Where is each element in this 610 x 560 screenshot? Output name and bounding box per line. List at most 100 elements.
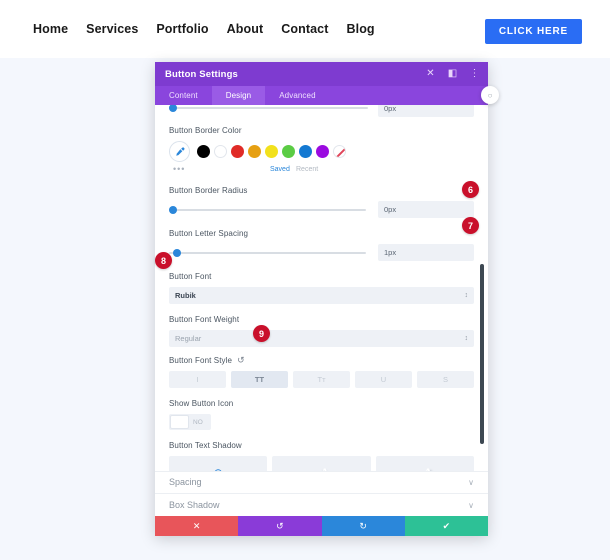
show-button-icon-toggle[interactable]: NO: [169, 414, 211, 430]
undo-button[interactable]: ↺: [238, 516, 322, 536]
font-style-uppercase-button[interactable]: TT: [231, 371, 288, 388]
font-style-strikethrough-button[interactable]: S: [417, 371, 474, 388]
no-shadow-icon: ⊘: [213, 467, 223, 471]
button-font-style-label-row: Button Font Style ↺: [169, 355, 474, 366]
more-colors-icon[interactable]: •••: [173, 164, 186, 174]
font-style-underline-button[interactable]: U: [355, 371, 412, 388]
saved-colors-tab[interactable]: Saved: [270, 165, 290, 173]
modal-scrollbar-track[interactable]: [480, 105, 486, 471]
modal-scrollbar-thumb[interactable]: [480, 264, 484, 444]
font-style-italic-button[interactable]: I: [169, 371, 226, 388]
tab-content[interactable]: Content: [169, 91, 198, 100]
swatch-none[interactable]: [333, 145, 346, 158]
button-font-style-label: Button Font Style: [169, 356, 233, 365]
save-button[interactable]: ✔: [404, 516, 488, 536]
swatch-orange[interactable]: [248, 145, 261, 158]
letter-spacing-label: Button Letter Spacing: [169, 229, 249, 238]
button-font-label: Button Font: [169, 272, 212, 281]
nav-item-contact[interactable]: Contact: [281, 22, 329, 36]
swatch-black[interactable]: [197, 145, 210, 158]
accordion-box-shadow-label: Box Shadow: [169, 500, 220, 511]
nav-item-home[interactable]: Home: [33, 22, 69, 36]
nav-item-about[interactable]: About: [226, 22, 264, 36]
modal-edge-round-button[interactable]: ○: [481, 86, 499, 104]
partial-slider-row: 0px: [169, 105, 474, 117]
annotation-badge-9: 9: [253, 325, 270, 342]
more-options-icon[interactable]: ⋮: [469, 68, 480, 79]
button-font-value: Rubik: [175, 291, 196, 300]
reset-icon[interactable]: ↺: [237, 355, 245, 365]
partial-slider[interactable]: [169, 105, 368, 113]
cancel-button[interactable]: ✕: [155, 516, 239, 536]
letter-spacing-value[interactable]: 1px: [378, 244, 474, 261]
chevron-updown-icon: ↕: [464, 335, 469, 342]
swatch-meta-row: ••• Saved Recent: [169, 163, 474, 175]
button-font-select[interactable]: Rubik ↕: [169, 287, 474, 304]
chevron-updown-icon: ↕: [464, 292, 469, 299]
button-font-style-row: I TT Tᴛ U S: [169, 371, 474, 388]
font-style-small-caps-button[interactable]: Tᴛ: [293, 371, 350, 388]
swatch-green[interactable]: [282, 145, 295, 158]
button-font-weight-select[interactable]: Regular ↕: [169, 330, 474, 347]
tab-advanced[interactable]: Advanced: [279, 91, 316, 100]
accordion-spacing-label: Spacing: [169, 477, 202, 488]
chevron-down-icon: ∨: [468, 477, 474, 487]
nav-item-services[interactable]: Services: [86, 22, 139, 36]
modal-tab-bar: Content Design Advanced: [155, 86, 488, 105]
click-here-button[interactable]: CLICK HERE: [484, 19, 582, 44]
swatch-purple[interactable]: [316, 145, 329, 158]
annotation-badge-7: 7: [462, 217, 479, 234]
border-radius-slider[interactable]: [169, 205, 366, 215]
text-shadow-option-1[interactable]: aA: [272, 456, 371, 471]
swatch-white[interactable]: [214, 145, 227, 158]
eyedropper-icon[interactable]: [169, 141, 190, 162]
chevron-down-icon: ∨: [468, 500, 474, 510]
modal-footer: ✕ ↺ ↻ ✔: [155, 516, 488, 536]
text-shadow-option-2[interactable]: aA: [375, 456, 474, 471]
button-settings-modal: Button Settings ✕ ◧ ⋮ Content Design Adv…: [155, 62, 488, 536]
swatch-yellow[interactable]: [265, 145, 278, 158]
border-radius-value[interactable]: 0px: [378, 201, 474, 218]
border-color-label: Button Border Color: [169, 126, 242, 135]
letter-spacing-slider[interactable]: [169, 248, 366, 258]
border-color-swatch-row: [169, 141, 474, 162]
modal-scroll-area: 0px Button Border Color: [155, 105, 488, 471]
titlebar-icon-group: ✕ ◧ ⋮: [425, 69, 480, 80]
nav-item-blog[interactable]: Blog: [346, 22, 375, 36]
border-radius-knob[interactable]: [169, 205, 177, 214]
border-radius-label: Button Border Radius: [169, 186, 248, 195]
partial-slider-value[interactable]: 0px: [378, 105, 474, 117]
text-shadow-sample: aA: [417, 465, 433, 471]
border-radius-track: [169, 208, 366, 211]
close-icon[interactable]: ✕: [426, 68, 435, 79]
border-radius-row: 0px: [169, 201, 474, 218]
recent-colors-tab[interactable]: Recent: [296, 165, 319, 173]
site-header: Home Services Portfolio About Contact Bl…: [0, 0, 610, 58]
redo-button[interactable]: ↻: [321, 516, 405, 536]
swatch-red[interactable]: [231, 145, 244, 158]
button-font-weight-label: Button Font Weight: [169, 315, 240, 324]
nav-item-portfolio[interactable]: Portfolio: [156, 22, 209, 36]
text-shadow-none-option[interactable]: ⊘: [169, 456, 268, 471]
annotation-badge-8: 8: [155, 252, 172, 269]
partial-slider-track: [169, 107, 368, 109]
button-font-weight-value: Regular: [175, 334, 202, 343]
layout-split-icon[interactable]: ◧: [447, 68, 458, 79]
text-shadow-sample: aA: [314, 465, 330, 471]
text-shadow-grid: ⊘ aA aA aA aA aA: [169, 456, 474, 471]
accordion-box-shadow[interactable]: Box Shadow ∨: [155, 493, 488, 516]
letter-spacing-knob[interactable]: [173, 248, 181, 257]
accordion-spacing[interactable]: Spacing ∨: [155, 470, 488, 494]
partial-slider-knob[interactable]: [169, 105, 177, 112]
letter-spacing-row: 1px: [169, 244, 474, 261]
toggle-knob: [170, 415, 189, 429]
show-button-icon-label: Show Button Icon: [169, 399, 234, 408]
text-shadow-label: Button Text Shadow: [169, 441, 242, 450]
toggle-state-label: NO: [193, 418, 203, 426]
tab-design[interactable]: Design: [211, 86, 266, 105]
swatch-blue[interactable]: [299, 145, 312, 158]
modal-title: Button Settings: [165, 68, 238, 80]
site-navigation: Home Services Portfolio About Contact Bl…: [33, 22, 375, 36]
annotation-badge-6: 6: [462, 181, 479, 198]
